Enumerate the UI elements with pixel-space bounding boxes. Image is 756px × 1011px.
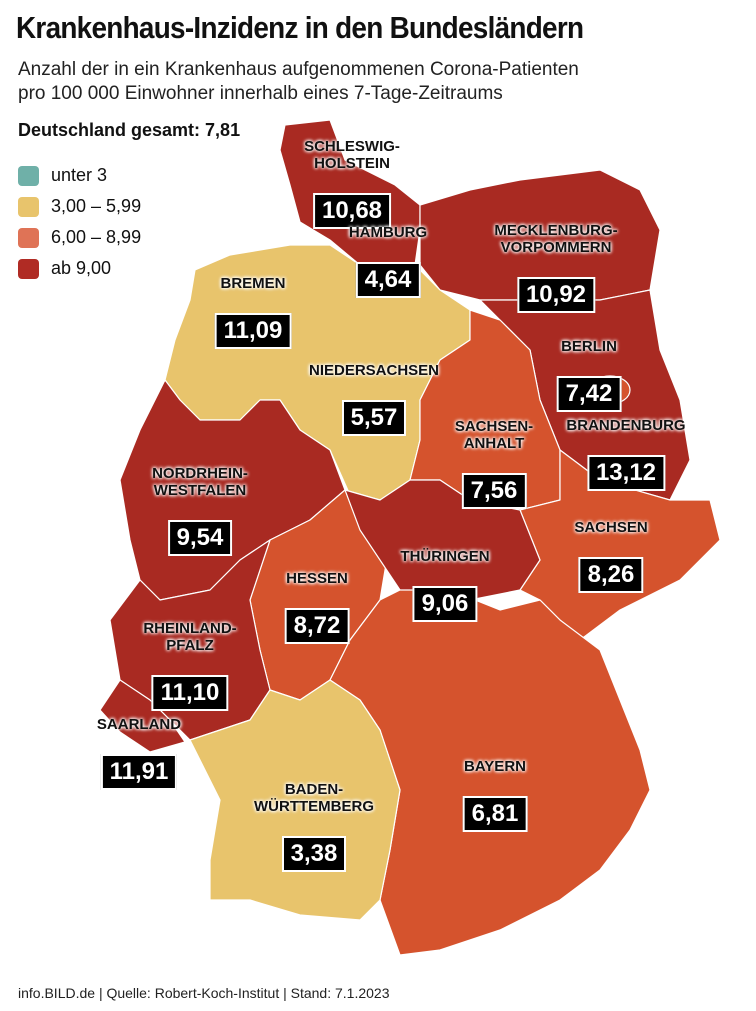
region-baden-wuerttemberg	[189, 679, 401, 921]
state-name: SCHLESWIG- HOLSTEIN	[304, 138, 400, 172]
state-value: 4,64	[355, 262, 421, 298]
state-label: NIEDERSACHSEN 5,57	[309, 362, 439, 436]
legend-swatch-yellow	[18, 196, 39, 217]
region-thueringen	[344, 479, 541, 601]
state-label: BADEN- WÜRTTEMBERG 3,38	[254, 781, 374, 872]
state-value: 7,56	[461, 473, 527, 509]
state-value: 11,10	[151, 675, 229, 711]
state-label: RHEINLAND- PFALZ 11,10	[143, 620, 237, 711]
state-value: 10,92	[516, 277, 596, 313]
state-name: BERLIN	[561, 338, 617, 355]
subtitle-line-2: pro 100 000 Einwohner innerhalb eines 7-…	[18, 83, 503, 104]
legend-swatch-red	[18, 258, 39, 279]
legend-item: unter 3	[18, 160, 141, 191]
state-value: 13,12	[586, 455, 666, 491]
legend-item: ab 9,00	[18, 253, 141, 284]
subtitle-line-1: Anzahl der in ein Krankenhaus aufgenomme…	[18, 59, 579, 80]
state-name: RHEINLAND- PFALZ	[143, 620, 237, 654]
state-value: 3,38	[281, 836, 347, 872]
state-name: NIEDERSACHSEN	[308, 362, 440, 379]
subtitle: Anzahl der in ein Krankenhaus aufgenomme…	[18, 58, 579, 106]
state-label: SAARLAND 11,91	[97, 716, 181, 790]
state-label: SCHLESWIG- HOLSTEIN 10,68	[304, 138, 400, 229]
germany-total: Deutschland gesamt: 7,81	[18, 120, 241, 140]
state-label: BRANDENBURG 13,12	[566, 417, 686, 491]
legend: unter 3 3,00 – 5,99 6,00 – 8,99 ab 9,00	[18, 160, 141, 284]
state-name: SACHSEN- ANHALT	[454, 418, 534, 452]
state-name: THÜRINGEN	[400, 548, 490, 565]
legend-label: 6,00 – 8,99	[51, 227, 142, 247]
state-label: SACHSEN 8,26	[574, 519, 648, 593]
state-value: 11,91	[100, 754, 178, 790]
state-value: 8,72	[284, 608, 350, 644]
legend-label: 3,00 – 5,99	[51, 196, 142, 216]
state-value: 9,06	[412, 586, 478, 622]
state-value: 9,54	[167, 520, 233, 556]
state-label: BAYERN 6,81	[462, 758, 528, 832]
state-name: HESSEN	[286, 570, 348, 587]
state-value: 8,26	[578, 557, 644, 593]
legend-item: 6,00 – 8,99	[18, 222, 141, 253]
state-name: BREMEN	[220, 275, 286, 292]
state-name: BAYERN	[464, 758, 526, 775]
state-label: NORDRHEIN- WESTFALEN 9,54	[152, 465, 248, 556]
state-label: THÜRINGEN 9,06	[400, 548, 490, 622]
state-name: BRANDENBURG	[566, 417, 686, 434]
state-label: SACHSEN- ANHALT 7,56	[455, 418, 533, 509]
state-label: BERLIN 7,42	[556, 338, 622, 412]
region-mecklenburg-vorpommern	[419, 169, 661, 301]
state-value: 7,42	[556, 376, 622, 412]
state-value: 10,68	[312, 193, 392, 229]
legend-label: unter 3	[51, 165, 108, 185]
state-value: 6,81	[462, 796, 528, 832]
state-name: SACHSEN	[574, 519, 648, 536]
state-label: HESSEN 8,72	[284, 570, 350, 644]
state-name: SAARLAND	[96, 716, 182, 733]
state-label: MECKLENBURG- VORPOMMERN 10,92	[494, 222, 618, 313]
state-value: 5,57	[341, 400, 407, 436]
state-value: 11,09	[214, 313, 292, 349]
legend-label: ab 9,00	[51, 258, 112, 278]
legend-item: 3,00 – 5,99	[18, 191, 141, 222]
legend-swatch-teal	[18, 165, 39, 186]
state-name: HAMBURG	[348, 224, 428, 241]
state-label: BREMEN 11,09	[214, 275, 292, 349]
state-label: HAMBURG 4,64	[349, 224, 427, 298]
state-name: NORDRHEIN- WESTFALEN	[152, 465, 248, 499]
legend-swatch-orange	[18, 227, 39, 248]
footer-source: info.BILD.de | Quelle: Robert-Koch-Insti…	[18, 985, 390, 1001]
page-title: Krankenhaus-Inzidenz in den Bundesländer…	[16, 10, 584, 45]
state-name: BADEN- WÜRTTEMBERG	[254, 781, 374, 815]
state-name: MECKLENBURG- VORPOMMERN	[494, 222, 618, 256]
